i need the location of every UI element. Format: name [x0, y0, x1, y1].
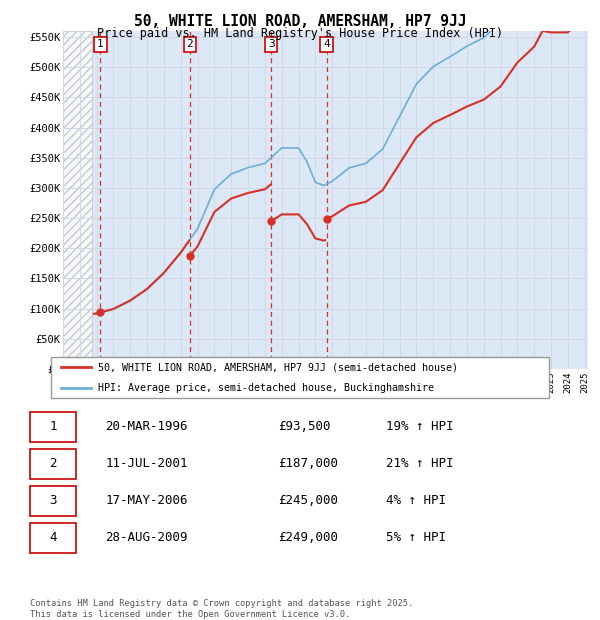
Text: 50, WHITE LION ROAD, AMERSHAM, HP7 9JJ: 50, WHITE LION ROAD, AMERSHAM, HP7 9JJ [134, 14, 466, 29]
Text: 21% ↑ HPI: 21% ↑ HPI [386, 457, 454, 470]
Text: Contains HM Land Registry data © Crown copyright and database right 2025.
This d: Contains HM Land Registry data © Crown c… [30, 600, 413, 619]
Text: £249,000: £249,000 [278, 531, 338, 544]
Text: 20-MAR-1996: 20-MAR-1996 [106, 420, 188, 433]
Text: 5% ↑ HPI: 5% ↑ HPI [386, 531, 446, 544]
Text: 3: 3 [49, 494, 57, 507]
Text: 50, WHITE LION ROAD, AMERSHAM, HP7 9JJ (semi-detached house): 50, WHITE LION ROAD, AMERSHAM, HP7 9JJ (… [98, 362, 458, 373]
Text: 2: 2 [49, 457, 57, 470]
Text: 4: 4 [323, 40, 330, 50]
Text: 1: 1 [49, 420, 57, 433]
FancyBboxPatch shape [30, 412, 76, 441]
Text: £245,000: £245,000 [278, 494, 338, 507]
FancyBboxPatch shape [30, 486, 76, 516]
Text: 2: 2 [187, 40, 193, 50]
FancyBboxPatch shape [50, 357, 550, 398]
Text: 4: 4 [49, 531, 57, 544]
Text: Price paid vs. HM Land Registry's House Price Index (HPI): Price paid vs. HM Land Registry's House … [97, 27, 503, 40]
Text: £93,500: £93,500 [278, 420, 331, 433]
Text: £187,000: £187,000 [278, 457, 338, 470]
Text: 11-JUL-2001: 11-JUL-2001 [106, 457, 188, 470]
Text: 17-MAY-2006: 17-MAY-2006 [106, 494, 188, 507]
FancyBboxPatch shape [30, 523, 76, 553]
Text: 19% ↑ HPI: 19% ↑ HPI [386, 420, 454, 433]
Text: HPI: Average price, semi-detached house, Buckinghamshire: HPI: Average price, semi-detached house,… [98, 383, 434, 393]
Text: 1: 1 [97, 40, 104, 50]
Text: 4% ↑ HPI: 4% ↑ HPI [386, 494, 446, 507]
Text: 3: 3 [268, 40, 275, 50]
FancyBboxPatch shape [30, 449, 76, 479]
Bar [63, 31, 92, 369]
Text: 28-AUG-2009: 28-AUG-2009 [106, 531, 188, 544]
